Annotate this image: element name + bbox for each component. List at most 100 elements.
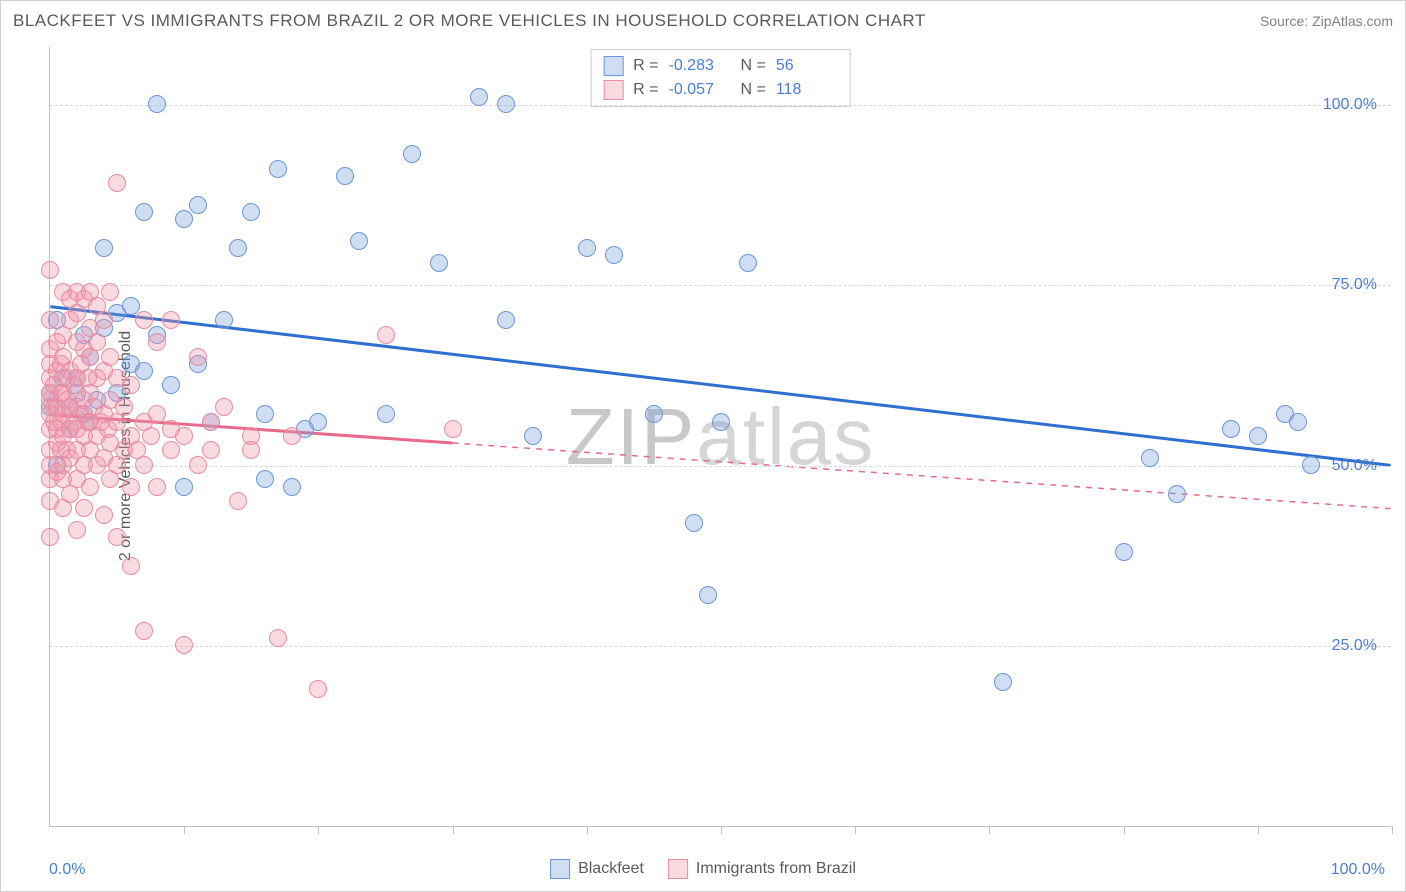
data-point bbox=[202, 413, 220, 431]
data-point bbox=[75, 499, 93, 517]
legend-stat-r-value: -0.283 bbox=[669, 54, 731, 78]
data-point bbox=[1141, 449, 1159, 467]
legend-stat-r-value: -0.057 bbox=[669, 78, 731, 102]
legend-swatch bbox=[550, 859, 570, 879]
data-point bbox=[135, 456, 153, 474]
data-point bbox=[269, 629, 287, 647]
legend-stat-n-value: 56 bbox=[776, 54, 838, 78]
data-point bbox=[1115, 543, 1133, 561]
data-point bbox=[497, 311, 515, 329]
data-point bbox=[377, 326, 395, 344]
data-point bbox=[162, 311, 180, 329]
data-point bbox=[162, 376, 180, 394]
legend-series-item: Immigrants from Brazil bbox=[668, 859, 856, 879]
data-point bbox=[122, 478, 140, 496]
data-point bbox=[1249, 427, 1267, 445]
x-tick bbox=[587, 826, 588, 834]
data-point bbox=[229, 239, 247, 257]
x-tick bbox=[1124, 826, 1125, 834]
x-axis-max-label: 100.0% bbox=[1331, 861, 1385, 879]
gridline-h bbox=[50, 466, 1391, 467]
data-point bbox=[41, 261, 59, 279]
data-point bbox=[215, 398, 233, 416]
data-point bbox=[189, 196, 207, 214]
data-point bbox=[135, 311, 153, 329]
plot-area: ZIPatlas R = -0.283 N = 56R = -0.057 N = 118 2… bbox=[49, 47, 1391, 827]
x-tick bbox=[184, 826, 185, 834]
data-point bbox=[95, 311, 113, 329]
data-point bbox=[202, 441, 220, 459]
data-point bbox=[135, 622, 153, 640]
data-point bbox=[578, 239, 596, 257]
data-point bbox=[739, 254, 757, 272]
data-point bbox=[712, 413, 730, 431]
legend-series: Blackfeet Immigrants from Brazil bbox=[550, 859, 856, 879]
gridline-h bbox=[50, 646, 1391, 647]
data-point bbox=[645, 405, 663, 423]
data-point bbox=[189, 456, 207, 474]
legend-stat-r-label: R = bbox=[633, 54, 658, 78]
data-point bbox=[269, 160, 287, 178]
watermark-light: atlas bbox=[696, 392, 875, 481]
data-point bbox=[1168, 485, 1186, 503]
y-tick-label: 75.0% bbox=[1332, 276, 1377, 294]
x-tick bbox=[453, 826, 454, 834]
legend-stat-n-value: 118 bbox=[776, 78, 838, 102]
data-point bbox=[175, 427, 193, 445]
gridline-h bbox=[50, 285, 1391, 286]
data-point bbox=[148, 333, 166, 351]
data-point bbox=[1222, 420, 1240, 438]
legend-stats-row: R = -0.057 N = 118 bbox=[603, 78, 838, 102]
data-point bbox=[215, 311, 233, 329]
data-point bbox=[135, 203, 153, 221]
data-point bbox=[81, 478, 99, 496]
y-tick-label: 100.0% bbox=[1323, 96, 1377, 114]
legend-series-label: Blackfeet bbox=[578, 860, 644, 878]
data-point bbox=[122, 376, 140, 394]
legend-stat-r-label: R = bbox=[633, 78, 658, 102]
data-point bbox=[403, 145, 421, 163]
data-point bbox=[309, 680, 327, 698]
data-point bbox=[108, 528, 126, 546]
watermark: ZIPatlas bbox=[566, 391, 875, 483]
data-point bbox=[95, 239, 113, 257]
data-point bbox=[148, 95, 166, 113]
data-point bbox=[175, 478, 193, 496]
watermark-bold: ZIP bbox=[566, 392, 696, 481]
legend-stats-row: R =-0.283N =56 bbox=[603, 54, 838, 78]
data-point bbox=[88, 333, 106, 351]
data-point bbox=[68, 521, 86, 539]
legend-stat-n-label: N = bbox=[741, 78, 766, 102]
x-tick bbox=[1392, 826, 1393, 834]
data-point bbox=[994, 673, 1012, 691]
data-point bbox=[108, 174, 126, 192]
data-point bbox=[444, 420, 462, 438]
y-tick-label: 50.0% bbox=[1332, 457, 1377, 475]
data-point bbox=[242, 203, 260, 221]
y-tick-label: 25.0% bbox=[1332, 637, 1377, 655]
data-point bbox=[524, 427, 542, 445]
data-point bbox=[229, 492, 247, 510]
legend-stats: R = -0.283 N = 56R = -0.057 N = 118 bbox=[590, 49, 851, 107]
legend-swatch bbox=[668, 859, 688, 879]
data-point bbox=[101, 348, 119, 366]
data-point bbox=[256, 470, 274, 488]
chart-title: BLACKFEET VS IMMIGRANTS FROM BRAZIL 2 OR… bbox=[13, 11, 926, 31]
data-point bbox=[148, 478, 166, 496]
x-tick bbox=[1258, 826, 1259, 834]
data-point bbox=[309, 413, 327, 431]
data-point bbox=[430, 254, 448, 272]
data-point bbox=[283, 478, 301, 496]
data-point bbox=[122, 557, 140, 575]
data-point bbox=[135, 362, 153, 380]
header-row: BLACKFEET VS IMMIGRANTS FROM BRAZIL 2 OR… bbox=[13, 11, 1393, 31]
x-tick bbox=[855, 826, 856, 834]
data-point bbox=[189, 348, 207, 366]
data-point bbox=[699, 586, 717, 604]
data-point bbox=[175, 636, 193, 654]
data-point bbox=[122, 297, 140, 315]
data-point bbox=[175, 210, 193, 228]
data-point bbox=[162, 441, 180, 459]
data-point bbox=[242, 441, 260, 459]
legend-series-item: Blackfeet bbox=[550, 859, 644, 879]
